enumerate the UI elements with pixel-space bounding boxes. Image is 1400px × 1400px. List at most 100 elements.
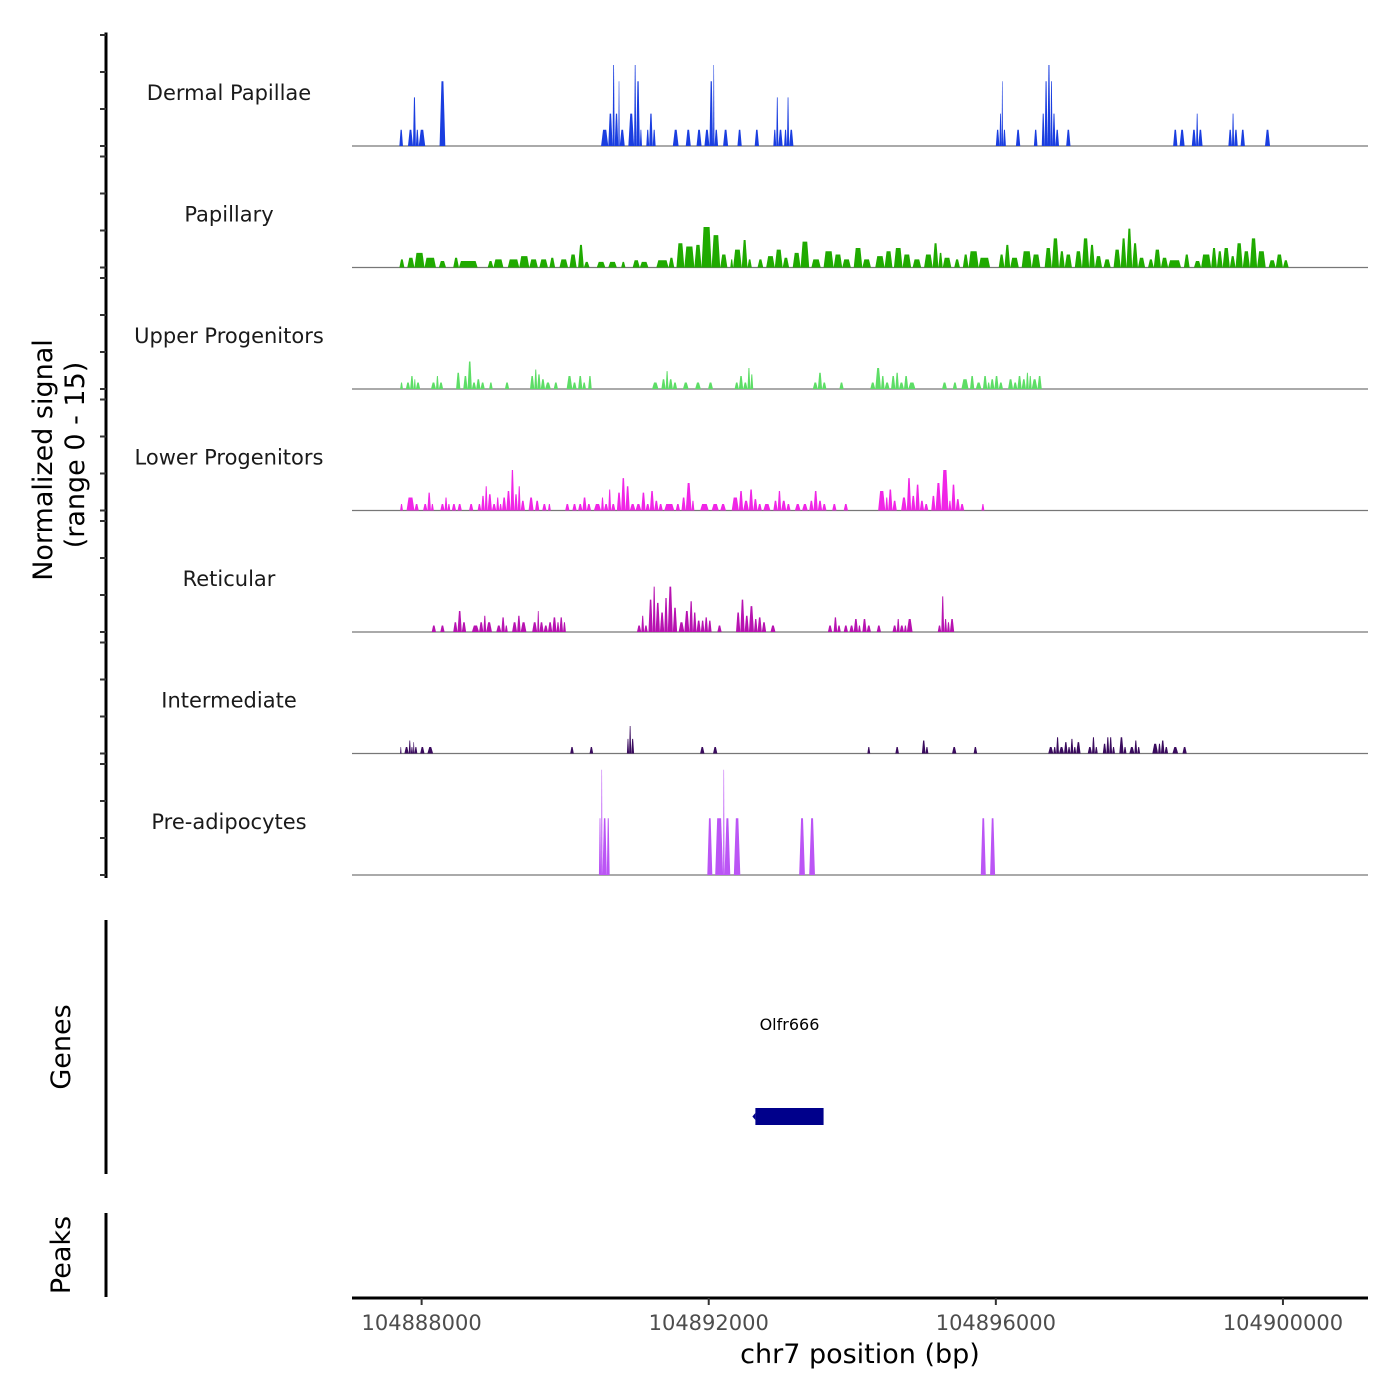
y-axis-title-line1: Normalized signal [28,339,59,581]
signal-block [715,818,724,875]
signal-block [822,382,827,389]
signal-block [552,617,557,632]
signal-block [601,497,604,511]
signal-block [413,97,416,146]
signal-block [786,97,790,146]
signal-block [870,382,876,389]
signal-block [528,497,534,511]
signal-block [461,622,467,632]
signal-block [1152,743,1159,754]
signal-block [858,625,861,632]
signal-block [427,492,431,511]
signal-block [646,129,650,146]
signal-block [658,504,663,511]
signal-block [596,261,606,268]
signal-block [740,599,745,632]
signal-block [1051,238,1060,268]
gene-track: Olfr666 [752,1015,824,1125]
signal-block [418,129,426,146]
signal-block [667,586,673,632]
signal-block [438,261,447,268]
signal-block [1282,260,1289,268]
signal-block [968,251,979,268]
signal-block [447,504,451,511]
signal-block [569,254,577,268]
signal-block [1025,372,1029,389]
signal-block [1017,376,1022,389]
signal-block [601,129,609,146]
signal-block [833,254,843,268]
signal-block [875,256,885,268]
signal-block [1106,737,1110,754]
signal-block [837,625,841,632]
signal-block [556,622,560,632]
track-pre-adipocytes: Pre-adipocytes [151,769,1368,876]
signal-block [1228,129,1232,146]
signal-block [614,113,619,146]
signal-block [937,625,942,632]
signal-block [700,504,709,511]
signal-block [952,747,957,754]
signal-block [809,818,815,875]
signal-block [947,622,950,632]
signal-block [529,259,538,268]
signal-block [888,489,893,511]
signal-block [619,129,625,146]
signal-block [611,504,616,511]
signal-block [713,65,715,146]
signal-block [951,484,956,511]
signal-block [399,129,403,146]
signal-block [649,113,653,146]
signal-block [862,619,867,632]
signal-block [915,484,920,511]
signal-block [496,497,500,511]
signal-block [572,504,577,511]
signal-block [598,818,602,875]
signal-block [457,610,462,632]
signal-block [543,625,548,632]
signal-block [903,625,907,632]
signal-block [757,504,762,511]
signal-block [961,379,969,389]
signal-block [652,382,659,389]
signal-block [664,504,675,511]
signal-block [730,259,734,268]
x-tick-label: 104892000 [649,1311,769,1335]
signal-block [514,494,518,511]
y-axis-title-line2: (range 0 - 15) [60,362,91,549]
signal-block [639,129,642,146]
signal-block [924,254,933,268]
signal-block [1120,238,1127,268]
signal-block [565,504,570,511]
signal-block [975,382,982,389]
signal-block [1047,65,1051,146]
signal-block [1234,129,1238,146]
signal-block [707,818,713,875]
signal-block [1089,244,1095,268]
signal-block [833,617,838,632]
signal-block [743,382,748,389]
signal-block [632,260,640,268]
signal-block [1094,747,1098,754]
signal-block [738,376,744,389]
signal-block [711,235,721,268]
signal-block [519,256,530,268]
signal-block [998,382,1004,389]
signal-block [517,486,521,511]
signal-block [773,129,777,146]
signal-block [1021,251,1032,268]
signal-block [1211,248,1217,268]
signal-block [743,500,749,511]
signal-block [504,382,510,389]
signal-block [903,376,909,389]
signal-block [980,818,986,875]
signal-block [1148,259,1154,268]
track-reticular: Reticular [183,567,1368,633]
signal-block [1196,113,1199,146]
signal-block [684,610,690,632]
signal-block [532,622,538,632]
signal-block [645,504,650,511]
signal-block [468,504,474,511]
signal-block [675,504,681,511]
signal-block [1037,376,1042,389]
